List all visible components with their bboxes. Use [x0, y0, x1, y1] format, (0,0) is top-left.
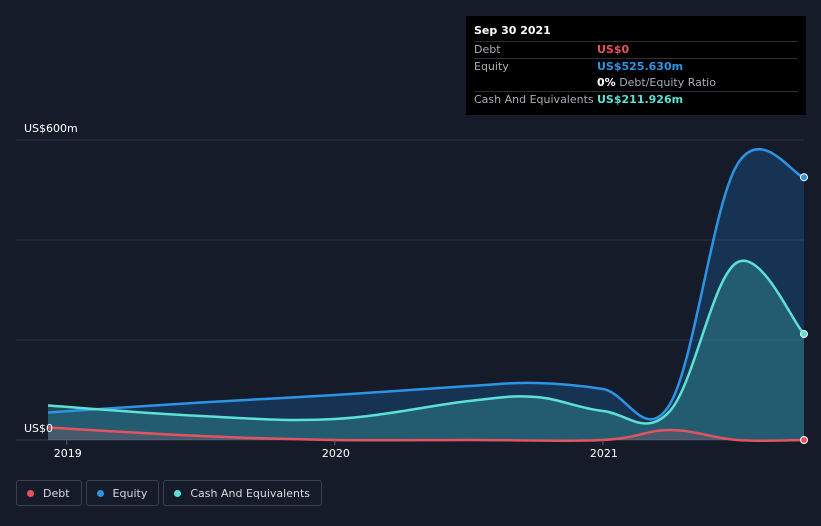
tooltip-debt-label: Debt: [474, 43, 501, 56]
tooltip-date: Sep 30 2021: [474, 24, 551, 37]
tooltip-debt-value: US$0: [597, 43, 630, 56]
tooltip-ratio-label: Debt/Equity Ratio: [619, 76, 716, 89]
tooltip-cash-row: Cash And Equivalents US$211.926m: [474, 91, 798, 108]
debt-line: [47, 426, 805, 443]
legend-equity-dot: [96, 489, 104, 497]
legend-cash-dot: [174, 489, 182, 497]
tooltip-panel: Sep 30 2021 Debt US$0 Equity US$525.630m…: [466, 16, 806, 115]
legend-item-debt[interactable]: Debt: [16, 480, 82, 506]
legend-cash-label: Cash And Equivalents: [190, 486, 310, 500]
y-axis-top-label: US$600m: [24, 122, 78, 135]
tooltip-debt-row: Debt US$0: [474, 41, 798, 58]
legend-equity-label: Equity: [112, 486, 148, 500]
tooltip-cash-value: US$211.926m: [597, 93, 684, 106]
x-tick-label: 2019: [54, 447, 82, 460]
cash-and-equivalents-area: [48, 260, 804, 440]
y-axis-bottom-label: US$0: [24, 422, 53, 435]
legend-item-cash[interactable]: Cash And Equivalents: [163, 480, 322, 506]
equity-line: [47, 147, 805, 421]
tooltip-equity-row: Equity US$525.630m: [474, 58, 798, 75]
cash-and-equivalents-line: [47, 259, 805, 425]
tooltip-ratio-value: 0%: [597, 76, 616, 89]
tooltip-ratio-row: 0% Debt/Equity Ratio: [474, 75, 798, 91]
x-tick-label: 2021: [590, 447, 618, 460]
x-tick-label: 2020: [322, 447, 350, 460]
legend-item-equity[interactable]: Equity: [85, 480, 160, 506]
legend-debt-dot: [27, 489, 34, 497]
chart-legend: Debt Equity Cash And Equivalents: [16, 480, 322, 506]
legend-debt-label: Debt: [43, 486, 70, 500]
tooltip-equity-value: US$525.630m: [597, 60, 684, 73]
cash-and-equivalents-end-marker: [800, 330, 808, 339]
debt-end-marker: [800, 436, 808, 444]
tooltip-equity-label: Equity: [474, 60, 509, 73]
tooltip-cash-label: Cash And Equivalents: [474, 93, 594, 106]
equity-end-marker: [800, 173, 808, 182]
